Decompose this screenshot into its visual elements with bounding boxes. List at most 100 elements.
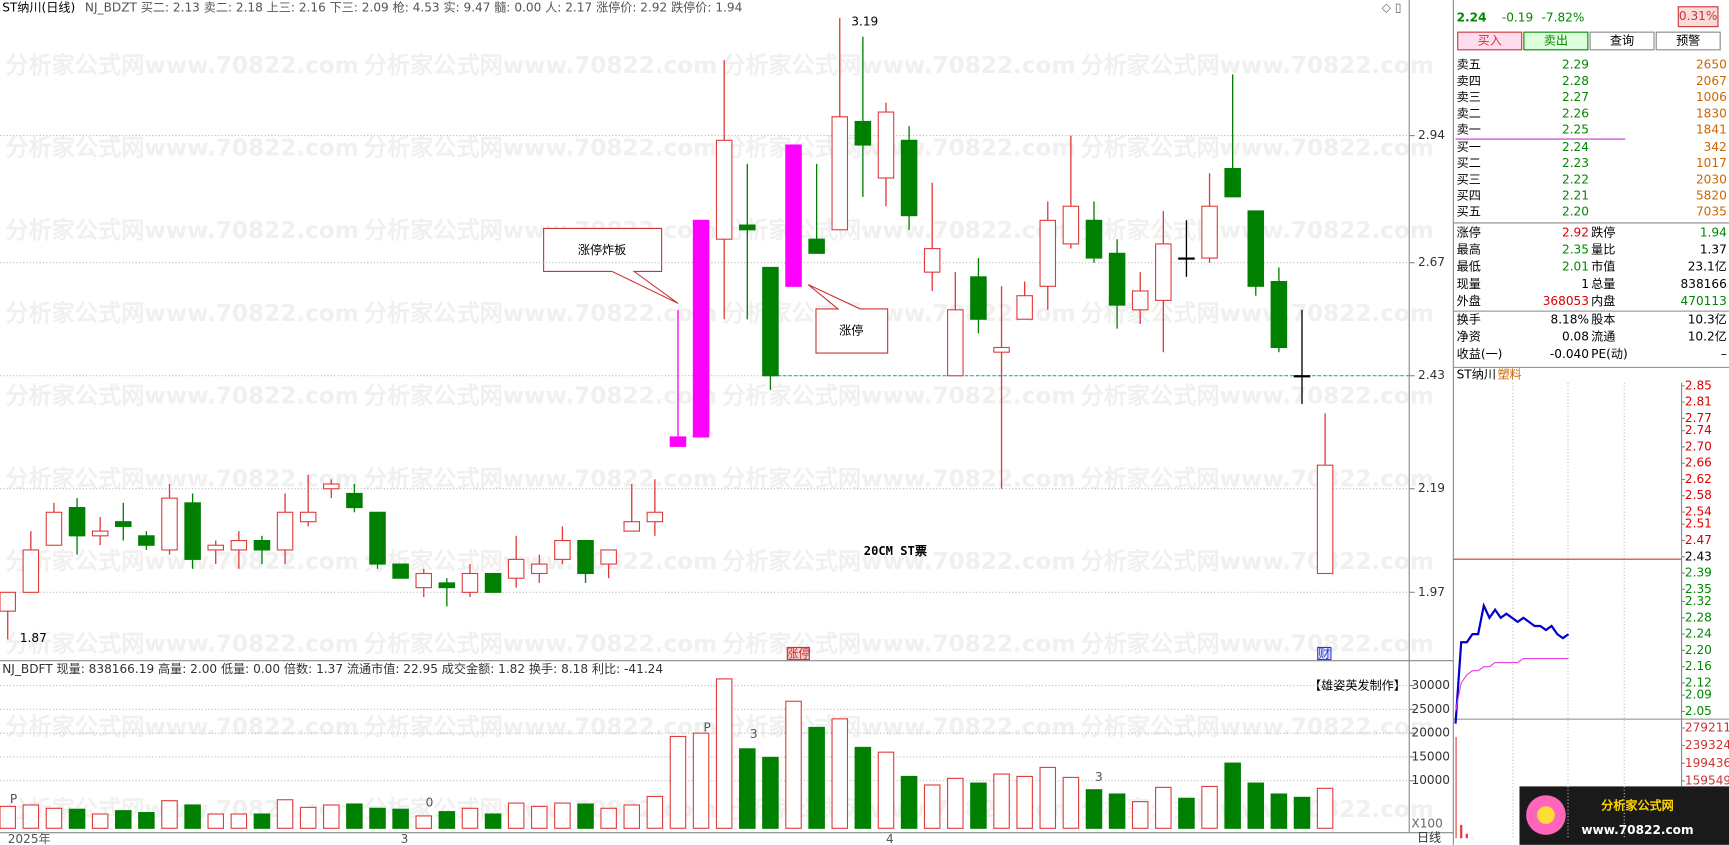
watermark: 分析家公式网www.70822.com — [1081, 631, 1434, 658]
candle-body — [1131, 290, 1149, 311]
y-tick-label: 2.39 — [1685, 566, 1712, 580]
y-tick-label: 2.28 — [1685, 610, 1712, 624]
volume-bar — [1131, 801, 1149, 829]
y-tick-label: 2.51 — [1685, 517, 1712, 531]
watermark: 分析家公式网www.70822.com — [1081, 383, 1434, 410]
candle-body — [646, 511, 664, 523]
volume-bar — [438, 811, 456, 829]
volume-bar — [762, 756, 779, 829]
stat-value: 8.18% — [1550, 312, 1588, 326]
watermark: 分析家公式网www.70822.com — [722, 548, 1075, 575]
volume-bar — [1270, 793, 1288, 829]
candle-body — [1201, 205, 1218, 259]
logo-icon — [1537, 806, 1555, 824]
y2-tick-label: 279211 — [1685, 720, 1729, 734]
stat-value: 368053 — [1543, 294, 1589, 308]
book-label: 卖二 — [1457, 106, 1481, 120]
volume-bar — [831, 718, 849, 829]
volume-bar — [1247, 782, 1265, 829]
tag-text[interactable]: 财 — [1318, 647, 1330, 661]
volume-bar — [68, 808, 86, 829]
y-tick-label: 2.77 — [1685, 411, 1712, 425]
candle-body — [1224, 168, 1241, 198]
y-tick-label: 15000 — [1411, 749, 1450, 763]
button-label[interactable]: 预警 — [1676, 32, 1700, 47]
book-price: 2.20 — [1562, 205, 1589, 219]
volume-bar — [1178, 797, 1195, 829]
candle-body — [1270, 281, 1288, 349]
callout-burst: 涨停炸板 — [543, 227, 679, 304]
candle-body — [577, 539, 594, 575]
candle-body — [253, 539, 271, 551]
stat-value: 10.3亿 — [1688, 311, 1727, 326]
stat-label: 净资 — [1457, 330, 1481, 344]
watermark: 分析家公式网www.70822.com — [364, 135, 717, 162]
book-label: 买二 — [1457, 156, 1481, 170]
sector: 塑料 — [1497, 367, 1521, 382]
y-tick-label: 2.47 — [1685, 533, 1712, 547]
y-tick-label: 2.54 — [1685, 505, 1712, 519]
badge: 0.31% — [1679, 9, 1717, 23]
button[interactable] — [1655, 31, 1721, 51]
watermark: 分析家公式网www.70822.com — [6, 300, 359, 327]
stat-label: 最高 — [1457, 242, 1481, 257]
button-label[interactable]: 买入 — [1478, 33, 1502, 47]
stat-value: 1 — [1581, 277, 1589, 291]
intraday-price — [1454, 602, 1570, 724]
button-label[interactable]: 卖出 — [1544, 33, 1568, 47]
tag-text[interactable]: 涨停 — [786, 646, 810, 661]
candle-body — [1085, 219, 1103, 259]
tag[interactable] — [786, 646, 810, 661]
y-tick-label: 2.32 — [1685, 594, 1712, 608]
book-label: 买五 — [1457, 205, 1481, 219]
volume-bar — [207, 813, 224, 829]
y-tick-label: 30000 — [1411, 678, 1450, 692]
button[interactable] — [1523, 31, 1589, 51]
y-tick-label: 1.97 — [1418, 585, 1445, 599]
watermark: 分析家公式网www.70822.com — [6, 548, 359, 575]
stat-value: -0.040 — [1550, 347, 1589, 361]
book-volume: 1017 — [1696, 156, 1727, 170]
tag[interactable] — [1317, 646, 1332, 661]
stat-label: 外盘 — [1457, 293, 1481, 308]
y-tick-label: 2.74 — [1685, 423, 1712, 437]
candle-body — [461, 572, 479, 593]
toolbar-icon[interactable]: ◇ ▯ — [1382, 0, 1402, 14]
volume-bar — [993, 773, 1010, 829]
volume-bar — [947, 777, 964, 829]
candle-body — [715, 139, 733, 240]
y-tick-label: 2.12 — [1685, 675, 1712, 689]
button-label[interactable]: 查询 — [1610, 33, 1634, 47]
book-price: 2.25 — [1562, 123, 1589, 137]
volume-bar — [808, 726, 825, 829]
button[interactable] — [1457, 31, 1523, 51]
candle-body — [438, 582, 456, 589]
candle-body — [415, 572, 433, 589]
candle-body — [1178, 257, 1195, 260]
candle-body — [230, 539, 248, 551]
y-tick-label: 2.05 — [1685, 704, 1712, 718]
y-tick-label: 10000 — [1411, 773, 1450, 787]
volume-bar — [253, 813, 271, 829]
stat-label: 量比 — [1591, 243, 1615, 257]
candle-body — [115, 521, 132, 527]
candle-body — [993, 346, 1010, 353]
volume-bar — [900, 775, 918, 829]
volume-bar — [1155, 786, 1172, 829]
button[interactable] — [1589, 31, 1655, 51]
y-tick-label: 20000 — [1411, 726, 1450, 740]
book-volume: 1830 — [1696, 106, 1727, 120]
candle-body — [91, 530, 109, 537]
book-volume: 5820 — [1696, 189, 1727, 203]
stat-value: 2.01 — [1562, 260, 1589, 274]
candle-body — [877, 111, 895, 179]
volume-bar — [1108, 793, 1126, 829]
candle-body — [785, 144, 802, 287]
watermark: 分析家公式网www.70822.com — [1081, 135, 1434, 162]
candle-body — [507, 558, 525, 579]
stat-value: – — [1721, 347, 1727, 361]
change-pct: -7.82% — [1542, 10, 1585, 24]
candle-body — [276, 511, 294, 551]
y-tick-label: 2.66 — [1685, 456, 1712, 470]
